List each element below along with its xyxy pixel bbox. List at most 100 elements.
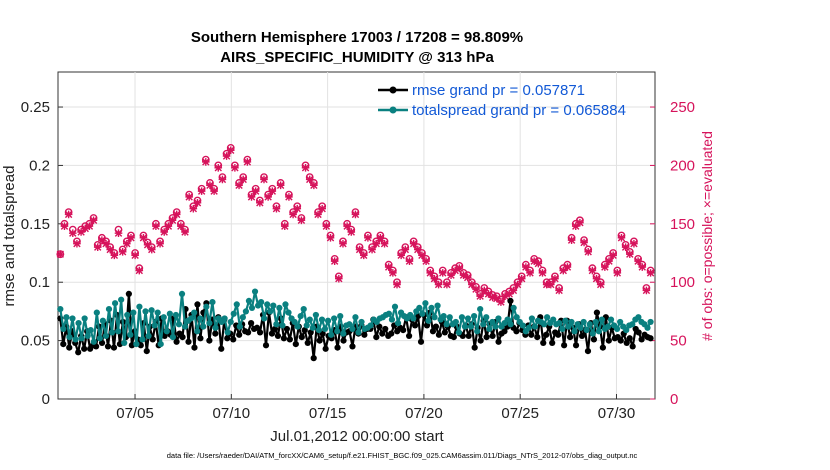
obs-evaluated-marker: [301, 163, 310, 172]
spread-point: [367, 322, 374, 329]
chart-subtitle: AIRS_SPECIFIC_HUMIDITY @ 313 hPa: [220, 49, 494, 66]
spread-point: [221, 315, 228, 322]
x-tick-label: 07/25: [501, 405, 539, 422]
spread-point: [443, 321, 450, 328]
spread-point: [440, 312, 447, 320]
rmse-point: [292, 341, 299, 348]
spread-point: [647, 318, 654, 326]
legend: rmse grand pr = 0.057871 totalspread gra…: [378, 82, 626, 119]
spread-point: [489, 318, 496, 326]
obs-evaluated-marker: [526, 269, 534, 277]
spread-point: [428, 304, 435, 312]
obs-evaluated-marker: [609, 251, 617, 260]
obs-evaluated-marker: [413, 245, 422, 254]
rmse-point: [373, 334, 380, 341]
spread-point: [72, 336, 79, 343]
spread-point: [452, 318, 459, 326]
spread-point: [57, 305, 64, 313]
rmse-point: [411, 322, 419, 329]
obs-evaluated-marker: [139, 234, 148, 242]
obs-evaluated-marker: [185, 193, 193, 201]
obs-evaluated-marker: [630, 239, 638, 248]
obs-evaluated-marker: [438, 269, 447, 277]
rmse-point: [104, 343, 112, 350]
spread-point: [635, 314, 642, 321]
obs-evaluated-marker: [443, 280, 451, 289]
spread-point: [385, 310, 393, 317]
obs-evaluated-marker: [625, 250, 634, 258]
spread-point: [130, 309, 137, 316]
obs-evaluated-marker: [638, 263, 647, 271]
obs-evaluated-marker: [272, 204, 281, 213]
obs-evaluated-marker: [605, 257, 613, 265]
rmse-point: [388, 330, 395, 337]
rmse-point: [361, 331, 368, 338]
rmse-point: [417, 338, 425, 345]
spread-point: [595, 328, 602, 335]
obs-evaluated-marker: [492, 294, 501, 303]
spread-point: [99, 317, 107, 324]
spread-point: [239, 314, 246, 321]
rmse-point: [605, 337, 612, 344]
spread-point: [607, 316, 615, 323]
rmse-point: [555, 331, 562, 338]
obs-evaluated-marker: [164, 222, 173, 230]
spread-point: [467, 323, 475, 330]
spread-point: [124, 311, 131, 319]
spread-point: [388, 316, 396, 323]
spread-point: [69, 315, 76, 322]
spread-point: [194, 328, 201, 335]
chart-title: Southern Hemisphere 17003 / 17208 = 98.8…: [191, 29, 523, 46]
spread-point: [483, 314, 490, 321]
rmse-point: [501, 328, 508, 335]
spread-point: [276, 304, 283, 312]
obs-evaluated-marker: [513, 280, 522, 289]
rmse-point: [310, 355, 317, 362]
obs-evaluated-marker: [642, 286, 651, 295]
spread-point: [178, 290, 186, 297]
spread-point: [78, 335, 85, 342]
obs-evaluated-marker: [193, 199, 202, 207]
obs-evaluated-marker: [218, 175, 227, 184]
y-axis-right: 0 50 100 150 200 250: [650, 99, 695, 408]
spread-point: [191, 309, 198, 316]
legend-marker-spread: [389, 106, 397, 114]
rmse-point: [477, 337, 484, 344]
rmse-point: [256, 329, 264, 336]
rmse-point: [599, 344, 606, 351]
x-axis-label: Jul.01,2012 00:00:00 start: [270, 428, 444, 445]
rmse-point: [566, 334, 574, 341]
rmse-point: [307, 329, 314, 336]
spread-point: [331, 315, 338, 322]
rmse-point: [549, 339, 556, 347]
obs-evaluated-marker: [305, 175, 314, 184]
rmse-point: [230, 336, 237, 343]
spread-point: [312, 311, 319, 319]
spread-point: [248, 304, 256, 312]
obs-evaluated-marker: [588, 266, 597, 275]
y-tick-label: 0.25: [21, 99, 50, 116]
rmse-point: [60, 341, 67, 348]
obs-evaluated-marker: [426, 269, 435, 277]
spread-point: [340, 330, 347, 337]
y-tick-label: 0.05: [21, 333, 50, 350]
spread-point: [410, 315, 417, 322]
obs-evaluated-marker: [264, 193, 272, 201]
x-tick-label: 07/15: [309, 405, 347, 422]
obs-evaluated-marker: [326, 234, 335, 242]
obs-evaluated-marker: [276, 181, 285, 190]
spread-point: [513, 314, 520, 321]
y2-tick-label: 50: [670, 333, 687, 350]
spread-point: [93, 309, 100, 316]
obs-evaluated-marker: [64, 210, 73, 219]
obs-evaluated-marker: [77, 228, 85, 236]
spread-point: [586, 321, 593, 328]
rmse-point: [197, 335, 204, 342]
spread-point: [425, 317, 432, 324]
spread-point: [394, 319, 402, 327]
spread-point: [495, 315, 502, 322]
spread-point: [562, 317, 569, 324]
rmse-point: [286, 336, 293, 343]
spread-point: [136, 303, 143, 310]
